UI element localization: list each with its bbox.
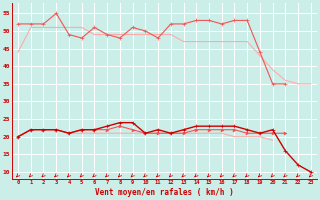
X-axis label: Vent moyen/en rafales ( km/h ): Vent moyen/en rafales ( km/h ) <box>95 188 234 197</box>
